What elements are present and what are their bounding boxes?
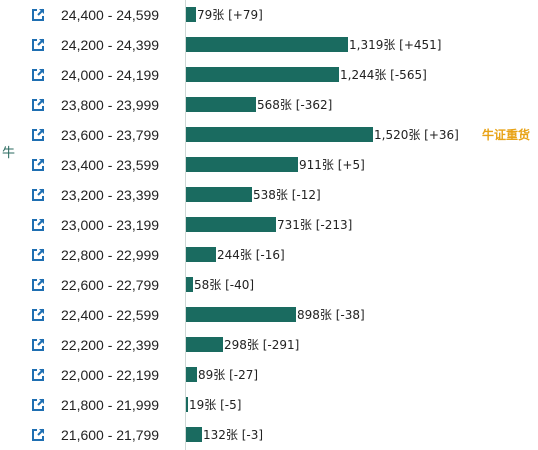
bar	[186, 67, 339, 82]
external-link-icon[interactable]	[31, 338, 45, 352]
bar-value-label: 79张 [+79]	[197, 8, 263, 22]
external-link-icon[interactable]	[31, 188, 45, 202]
bar-value-label: 538张 [-12]	[253, 188, 321, 202]
external-link-icon[interactable]	[31, 368, 45, 382]
bar-value-label: 89张 [-27]	[198, 368, 259, 382]
bar	[186, 307, 296, 322]
external-link-icon[interactable]	[31, 278, 45, 292]
bar-value-label: 1,520张 [+36]	[374, 128, 459, 142]
bar-row: 23,800 - 23,999 568张 [-362]	[0, 90, 538, 120]
bar-row: 22,600 - 22,799 58张 [-40]	[0, 270, 538, 300]
bar-value-label: 1,244张 [-565]	[340, 68, 427, 82]
bar	[186, 217, 276, 232]
external-link-icon[interactable]	[31, 8, 45, 22]
bar	[186, 187, 252, 202]
bar-row: 22,800 - 22,999 244张 [-16]	[0, 240, 538, 270]
bar	[186, 367, 197, 382]
bar-value-label: 898张 [-38]	[297, 308, 365, 322]
strike-range-label: 24,000 - 24,199	[61, 67, 160, 83]
bar-value-label: 298张 [-291]	[224, 338, 300, 352]
strike-range-label: 23,400 - 23,599	[61, 157, 160, 173]
external-link-icon[interactable]	[31, 38, 45, 52]
bar-row: 23,400 - 23,599 911张 [+5]	[0, 150, 538, 180]
strike-range-label: 21,600 - 21,799	[61, 427, 160, 443]
bar	[186, 247, 216, 262]
bar-value-label: 1,319张 [+451]	[349, 38, 442, 52]
bar-row: 22,400 - 22,599 898张 [-38]	[0, 300, 538, 330]
external-link-icon[interactable]	[31, 68, 45, 82]
bar-value-label: 911张 [+5]	[299, 158, 365, 172]
bar-row: 23,600 - 23,799 1,520张 [+36] 牛证重货	[0, 120, 538, 150]
bar-value-label: 731张 [-213]	[277, 218, 353, 232]
bar	[186, 397, 188, 412]
bar-row: 21,600 - 21,799 132张 [-3]	[0, 420, 538, 450]
strike-range-label: 22,200 - 22,399	[61, 337, 160, 353]
bar-row: 24,000 - 24,199 1,244张 [-565]	[0, 60, 538, 90]
bar	[186, 277, 193, 292]
external-link-icon[interactable]	[31, 218, 45, 232]
bar-row: 21,800 - 21,999 19张 [-5]	[0, 390, 538, 420]
bar-value-label: 58张 [-40]	[194, 278, 255, 292]
external-link-icon[interactable]	[31, 158, 45, 172]
external-link-icon[interactable]	[31, 308, 45, 322]
strike-range-label: 23,800 - 23,999	[61, 97, 160, 113]
bar-value-label: 132张 [-3]	[203, 428, 264, 442]
bar-baseline	[185, 0, 186, 450]
bar	[186, 7, 196, 22]
bar-value-label: 568张 [-362]	[257, 98, 333, 112]
bar-row: 23,200 - 23,399 538张 [-12]	[0, 180, 538, 210]
strike-range-label: 23,600 - 23,799	[61, 127, 160, 143]
external-link-icon[interactable]	[31, 248, 45, 262]
strike-range-label: 22,400 - 22,599	[61, 307, 160, 323]
strike-range-label: 23,200 - 23,399	[61, 187, 160, 203]
bar	[186, 37, 348, 52]
strike-range-label: 22,000 - 22,199	[61, 367, 160, 383]
bull-side-label: 牛	[2, 146, 16, 161]
bull-heavy-badge: 牛证重货	[482, 128, 531, 142]
bar-value-label: 19张 [-5]	[189, 398, 242, 412]
bar-value-label: 244张 [-16]	[217, 248, 285, 262]
strike-range-label: 22,600 - 22,799	[61, 277, 160, 293]
strike-range-label: 24,200 - 24,399	[61, 37, 160, 53]
bar-row: 22,000 - 22,199 89张 [-27]	[0, 360, 538, 390]
bar	[186, 337, 223, 352]
external-link-icon[interactable]	[31, 398, 45, 412]
bar-row: 24,200 - 24,399 1,319张 [+451]	[0, 30, 538, 60]
external-link-icon[interactable]	[31, 128, 45, 142]
bar-row: 22,200 - 22,399 298张 [-291]	[0, 330, 538, 360]
strike-range-label: 23,000 - 23,199	[61, 217, 160, 233]
bar	[186, 427, 202, 442]
bar	[186, 97, 256, 112]
external-link-icon[interactable]	[31, 428, 45, 442]
bar-row: 23,000 - 23,199 731张 [-213]	[0, 210, 538, 240]
bar	[186, 127, 373, 142]
bar	[186, 157, 298, 172]
strike-range-label: 21,800 - 21,999	[61, 397, 160, 413]
external-link-icon[interactable]	[31, 98, 45, 112]
strike-range-label: 24,400 - 24,599	[61, 7, 160, 23]
strike-range-label: 22,800 - 22,999	[61, 247, 160, 263]
bar-row: 24,400 - 24,599 79张 [+79]	[0, 0, 538, 30]
